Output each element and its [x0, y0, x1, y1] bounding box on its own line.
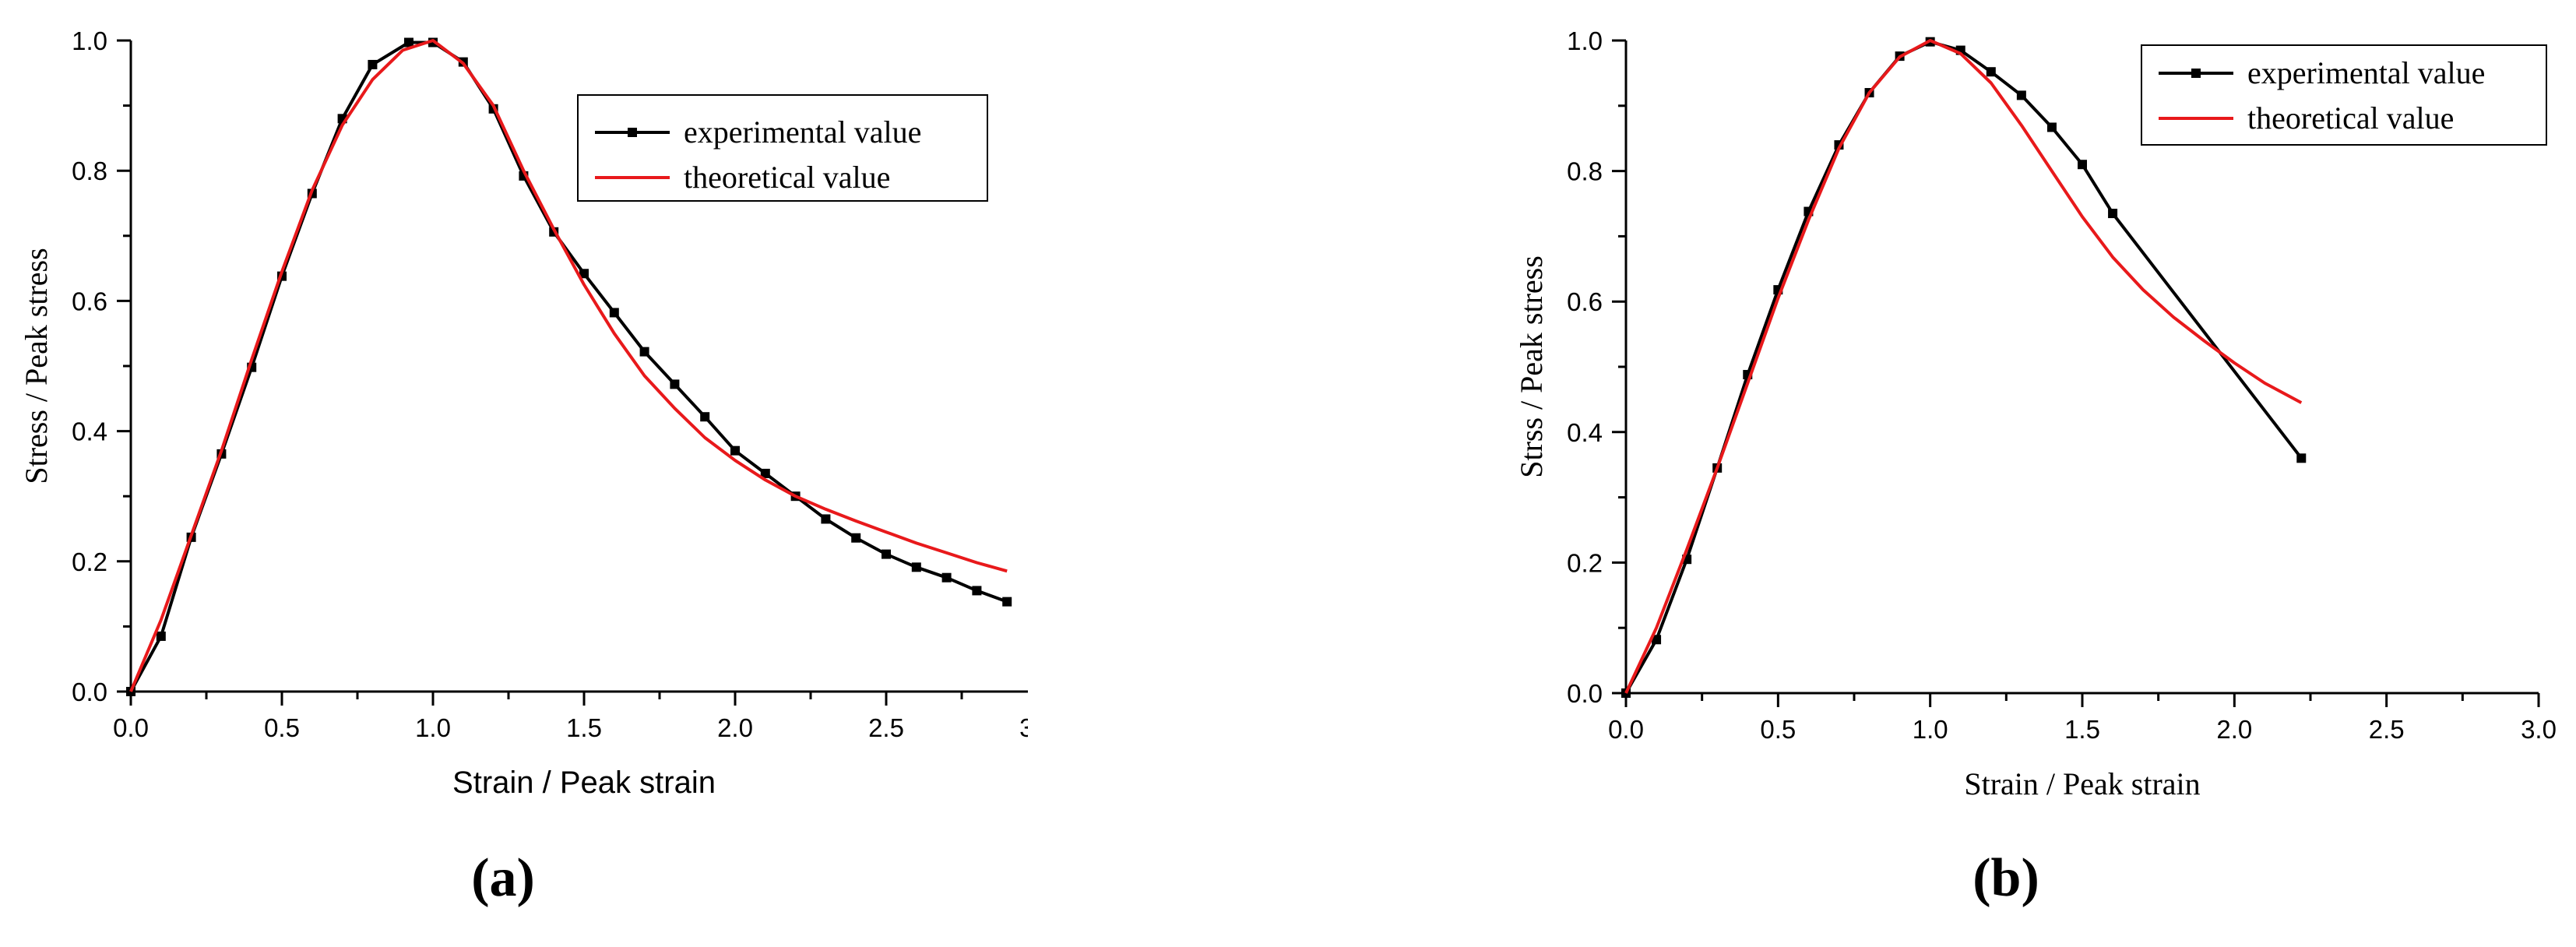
y-tick-label: 0.2 [1567, 548, 1603, 577]
x-tick-label: 1.0 [415, 713, 451, 742]
data-point-marker [639, 347, 649, 357]
x-tick-label: 3.0 [1019, 713, 1028, 742]
data-point-marker [972, 586, 982, 596]
y-tick-label: 0.6 [72, 287, 107, 315]
data-point-marker [2108, 209, 2118, 219]
x-axis-label: Strain / Peak strain [452, 766, 716, 800]
data-point-marker [2016, 90, 2026, 100]
figure-panel-a: 0.00.51.01.52.02.53.00.00.20.40.60.81.0S… [0, 0, 1028, 947]
data-point-marker [368, 59, 378, 69]
data-point-marker [156, 631, 166, 641]
x-tick-label: 1.5 [566, 713, 602, 742]
legend-swatch-marker [2191, 69, 2201, 78]
legend-box [2141, 44, 2547, 146]
legend-box [577, 94, 988, 202]
data-point-marker [882, 549, 891, 559]
y-axis-label: Strss / Peak stress [1514, 255, 1549, 478]
x-tick-label: 2.5 [2369, 715, 2405, 744]
x-tick-label: 3.0 [2521, 715, 2557, 744]
y-tick-label: 0.0 [72, 678, 107, 706]
y-tick-label: 0.4 [1567, 418, 1603, 447]
legend-entry-label: experimental value [2247, 55, 2485, 90]
figure-panel-b: 0.0 0.5 1.0 1.5 2.0 2.5 3.0 0.0 0.2 0.4 0.6 0.8 1.0 S… [1495, 0, 2576, 947]
legend-entry-label: experimental value [684, 114, 921, 150]
data-point-marker [760, 468, 770, 478]
x-tick-label: 0.0 [113, 713, 149, 742]
data-point-marker [911, 562, 921, 572]
data-point-marker [851, 533, 861, 543]
x-tick-label: 2.0 [2216, 715, 2252, 744]
chart-b: 0.0 0.5 1.0 1.5 2.0 2.5 3.0 0.0 0.2 0.4 0.6 0.8 1.0 S… [1514, 26, 2557, 908]
data-point-marker [700, 412, 710, 422]
y-tick-label: 1.0 [1567, 26, 1603, 55]
x-tick-label: 2.0 [717, 713, 753, 742]
y-tick-label: 0.8 [1567, 157, 1603, 186]
y-axis-label: Stress / Peak stress [19, 248, 54, 484]
data-point-marker [2078, 160, 2087, 170]
data-point-marker [670, 379, 680, 389]
x-tick-label: 1.5 [2064, 715, 2100, 744]
x-axis-label: Strain / Peak strain [1964, 766, 2200, 801]
series-line-theoretical [129, 39, 1008, 692]
data-point-marker [941, 572, 952, 583]
x-tick-label: 2.5 [868, 713, 904, 742]
panel-label: (a) [471, 848, 535, 908]
series-line-theoretical [1624, 39, 2303, 694]
data-point-marker [730, 445, 740, 456]
data-point-marker [609, 308, 619, 318]
y-tick-label: 0.6 [1567, 287, 1603, 316]
data-point-marker [579, 269, 589, 279]
legend-entry-label: theoretical value [684, 160, 890, 195]
x-tick-label: 0.5 [264, 713, 300, 742]
y-tick-label: 1.0 [72, 26, 107, 55]
legend-swatch-marker [628, 128, 637, 137]
data-point-marker [1986, 67, 1996, 77]
data-point-marker [821, 514, 831, 524]
chart-a: 0.00.51.01.52.02.53.00.00.20.40.60.81.0S… [19, 26, 1028, 908]
y-tick-label: 0.2 [72, 547, 107, 576]
y-tick-label: 0.0 [1567, 679, 1603, 708]
data-point-marker [2296, 453, 2307, 463]
y-tick-label: 0.8 [72, 157, 107, 185]
panel-label: (b) [1972, 848, 2039, 908]
series-line-experimental [129, 40, 1008, 692]
data-point-marker [1002, 597, 1012, 607]
data-point-marker [1652, 635, 1662, 645]
legend-entry-label: theoretical value [2247, 100, 2454, 136]
x-tick-label: 0.5 [1760, 715, 1796, 744]
y-tick-label: 0.4 [72, 417, 107, 446]
data-point-marker [2046, 122, 2057, 132]
data-point-marker [403, 37, 413, 48]
x-tick-label: 1.0 [1913, 715, 1948, 744]
x-tick-label: 0.0 [1608, 715, 1644, 744]
